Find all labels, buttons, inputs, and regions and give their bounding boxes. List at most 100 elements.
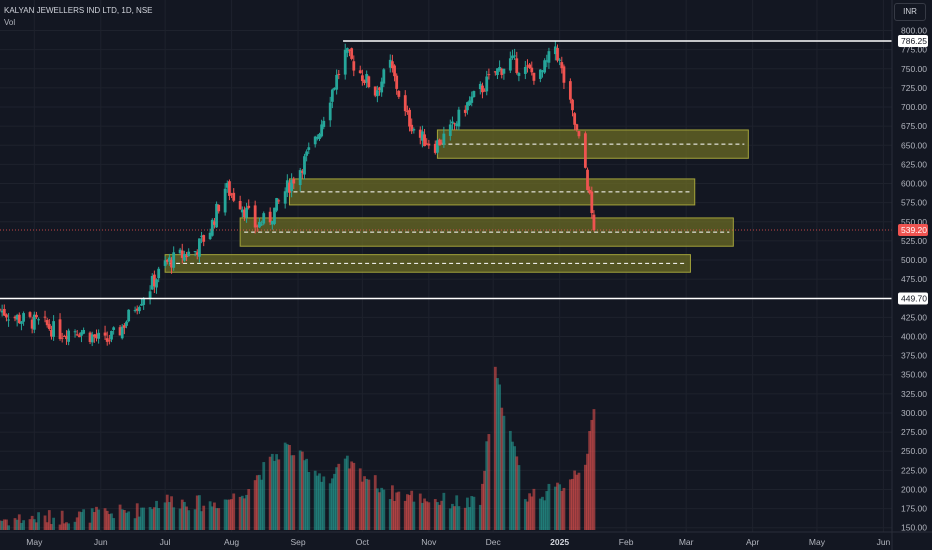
candle [451, 121, 454, 124]
candle [215, 203, 218, 228]
y-tick-label: 150.00 [901, 523, 927, 533]
candle [543, 60, 547, 73]
volume-bar [511, 441, 514, 530]
volume-bar [82, 509, 86, 530]
candle [107, 340, 111, 342]
price-axis [892, 0, 932, 550]
plot-area [0, 0, 892, 550]
volume-bar [373, 475, 377, 530]
volume-bar [92, 512, 96, 530]
candle [275, 198, 279, 211]
y-tick-label: 400.00 [901, 331, 927, 341]
candle [148, 291, 152, 298]
candle [120, 326, 124, 339]
volume-bar [345, 455, 349, 530]
candle [393, 65, 396, 77]
candle [305, 151, 309, 156]
candle [232, 192, 236, 201]
volume-bar [472, 496, 476, 530]
volume-bar [200, 511, 203, 530]
candle [88, 332, 92, 342]
price-tag-label: 449.70 [901, 293, 927, 303]
candle [223, 188, 227, 213]
volume-bar [541, 496, 544, 530]
volume-bar [210, 506, 214, 530]
candle [288, 182, 291, 193]
candle [183, 253, 186, 261]
volume-bar [277, 459, 281, 530]
candle [238, 200, 242, 210]
candle [22, 313, 25, 322]
candle [508, 58, 512, 71]
candle [571, 99, 574, 111]
candle [530, 67, 534, 73]
candle [0, 309, 2, 311]
y-tick-label: 750.00 [901, 64, 927, 74]
volume-bar [556, 482, 559, 530]
volume-bar [517, 465, 521, 530]
candle [380, 81, 384, 93]
candle [538, 69, 542, 79]
volume-bar [487, 434, 491, 530]
candle [260, 224, 263, 226]
candle [457, 109, 461, 127]
y-tick-label: 475.00 [901, 274, 927, 284]
candle [315, 136, 319, 139]
candle [180, 250, 184, 258]
candle [427, 143, 431, 146]
volume-bar [412, 501, 416, 530]
y-tick-label: 300.00 [901, 408, 927, 418]
candle [406, 111, 409, 113]
volume-bar [180, 499, 184, 530]
candle [195, 252, 199, 255]
x-tick-label: Jul [160, 537, 171, 547]
volume-bar [553, 486, 557, 530]
candle [397, 90, 401, 97]
y-tick-label: 325.00 [901, 389, 927, 399]
volume-bar [228, 499, 231, 530]
candle [178, 249, 182, 254]
candle [335, 74, 339, 90]
volume-bar [358, 468, 362, 530]
candle [337, 73, 341, 75]
candle [348, 49, 351, 51]
candle [20, 321, 23, 324]
candle [328, 102, 332, 121]
candle [217, 204, 221, 212]
volume-bar [451, 503, 454, 530]
volume-bar [390, 485, 394, 530]
volume-bar [120, 509, 124, 530]
candle [472, 91, 476, 98]
candle [343, 49, 347, 75]
volume-bar [17, 514, 21, 530]
volume-bar [515, 456, 519, 530]
candle [562, 66, 566, 83]
candle [140, 303, 143, 306]
x-tick-label: 2025 [550, 537, 569, 547]
candle [436, 140, 439, 153]
volume-bar [148, 507, 152, 530]
candle [573, 113, 577, 125]
currency-button[interactable]: INR [894, 3, 926, 21]
candle [75, 334, 79, 336]
volume-bar [588, 431, 592, 530]
candle [210, 219, 214, 236]
volume-bar [502, 415, 506, 530]
x-tick-label: Jun [877, 537, 891, 547]
volume-bar [243, 498, 246, 530]
candle [213, 221, 216, 225]
candle [322, 120, 326, 127]
candle [298, 170, 302, 186]
candle [58, 319, 62, 339]
candle [390, 61, 394, 69]
candle [470, 96, 474, 103]
volume-bar [375, 488, 379, 530]
candle [258, 221, 261, 228]
candle [187, 251, 191, 257]
volume-bar [470, 496, 474, 530]
candle [442, 133, 446, 145]
candle [228, 181, 231, 196]
volume-bar [32, 519, 36, 530]
volume-bar [523, 499, 527, 530]
